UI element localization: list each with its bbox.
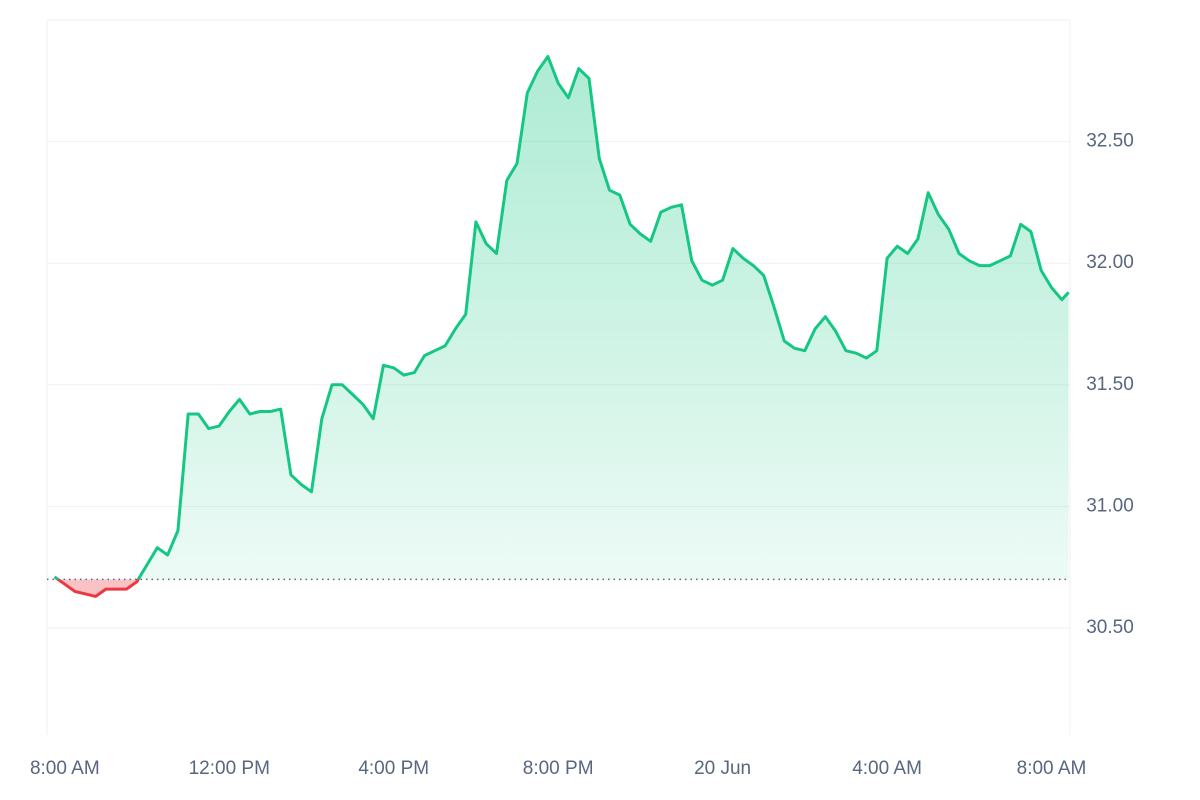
- y-tick-label: 30.50: [1086, 617, 1134, 638]
- area-above: [54, 56, 1069, 580]
- y-tick-label: 31.00: [1086, 495, 1134, 516]
- x-tick-label: 4:00 PM: [358, 758, 429, 779]
- y-tick-label: 32.00: [1086, 252, 1134, 273]
- y-tick-label: 31.50: [1086, 374, 1134, 395]
- x-tick-label: 20 Jun: [694, 758, 751, 779]
- y-tick-label: 32.50: [1086, 131, 1134, 152]
- x-tick-label: 8:00 AM: [30, 758, 100, 779]
- x-tick-label: 12:00 PM: [189, 758, 270, 779]
- x-tick-label: 8:00 AM: [1017, 758, 1087, 779]
- x-tick-label: 8:00 PM: [523, 758, 594, 779]
- x-tick-label: 4:00 AM: [852, 758, 922, 779]
- price-line: [53, 55, 1070, 580]
